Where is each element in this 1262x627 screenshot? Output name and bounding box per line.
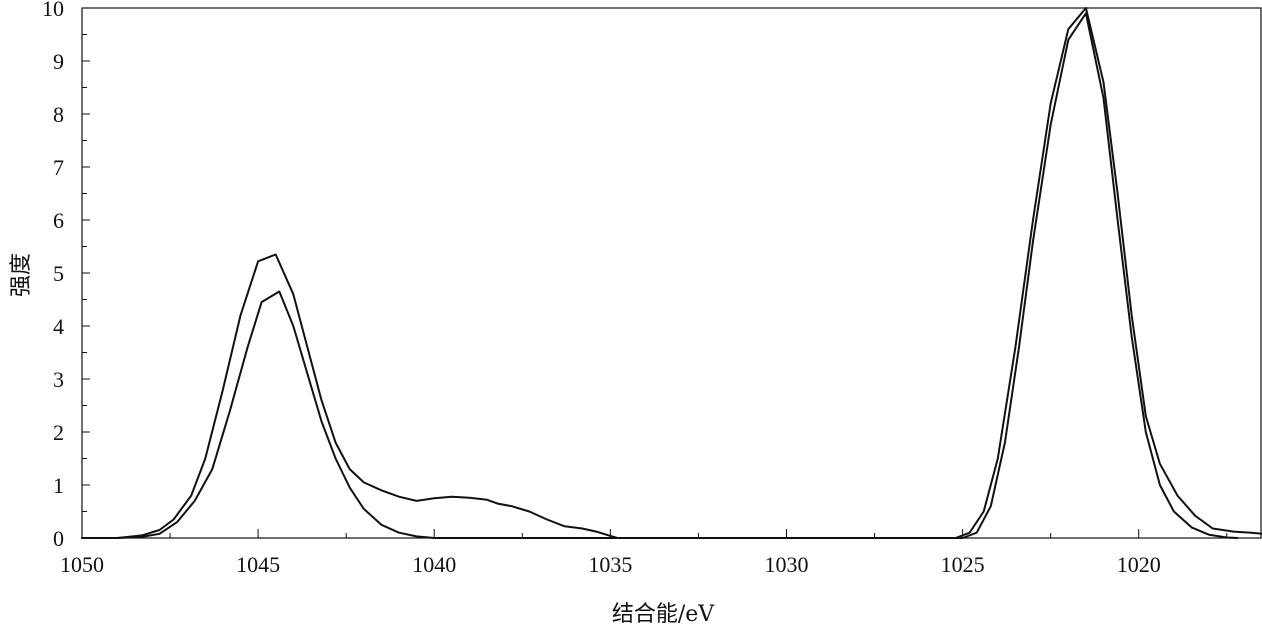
y-tick-label: 3 (53, 367, 64, 392)
y-tick-label: 10 (42, 0, 64, 21)
x-tick-label: 1030 (764, 552, 808, 577)
y-tick-label: 1 (53, 473, 64, 498)
series-line-1 (81, 7, 1262, 539)
y-tick-label: 5 (53, 261, 64, 286)
plot-border (81, 7, 1262, 539)
axis-ticks (81, 7, 1228, 539)
series-line-2 (81, 12, 1239, 539)
x-tick-label: 1020 (1117, 552, 1161, 577)
plot-area (81, 7, 1262, 539)
y-tick-label: 2 (53, 420, 64, 445)
x-tick-label: 1040 (412, 552, 456, 577)
y-tick-label: 6 (53, 208, 64, 233)
x-tick-label: 1045 (236, 552, 280, 577)
y-tick-label: 8 (53, 102, 64, 127)
y-tick-label: 4 (53, 314, 64, 339)
x-tick-label: 1050 (60, 552, 104, 577)
y-tick-label: 0 (53, 526, 64, 551)
tick-labels: 0 1 2 3 4 5 6 7 8 9 10 1050 1045 1040 1035 1030 1025 1020 (42, 0, 1161, 577)
y-tick-label: 7 (53, 155, 64, 180)
y-tick-label: 9 (53, 49, 64, 74)
y-axis-label: 强度 (9, 253, 34, 297)
x-tick-label: 1025 (941, 552, 985, 577)
series-group (81, 7, 1262, 539)
x-axis-label: 结合能/eV (612, 602, 715, 627)
x-tick-label: 1035 (588, 552, 632, 577)
